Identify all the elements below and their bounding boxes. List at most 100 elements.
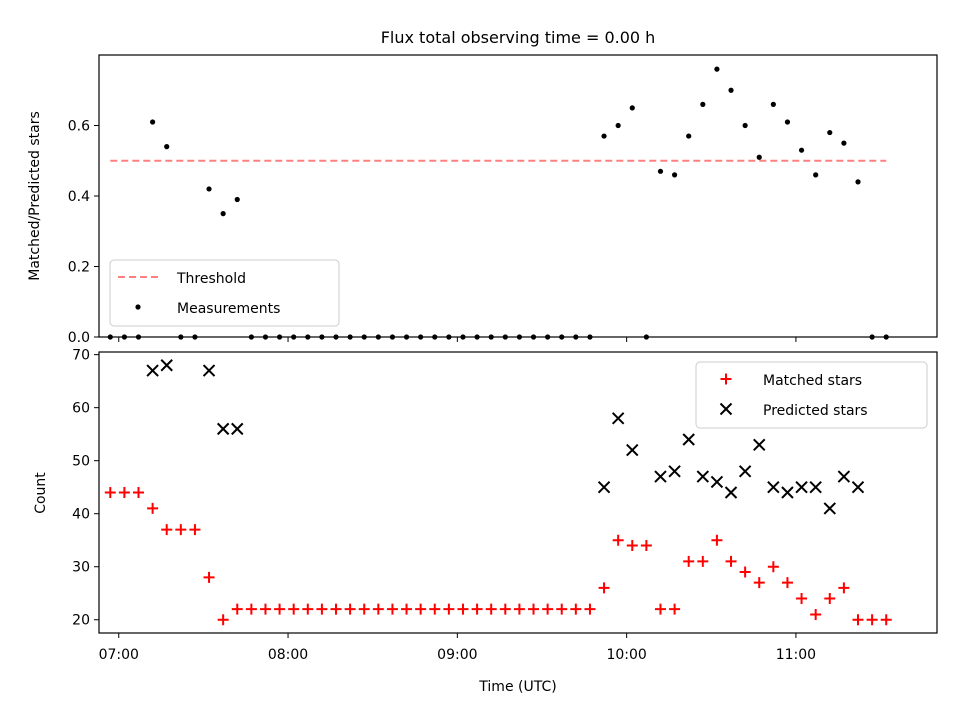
measurement-point bbox=[657, 168, 664, 174]
matched-star-point bbox=[189, 524, 201, 536]
predicted-star-point bbox=[654, 470, 667, 483]
measurement-point bbox=[164, 144, 170, 150]
measurement-point bbox=[700, 101, 706, 107]
legend-threshold-label: Threshold bbox=[176, 271, 246, 287]
measurement-point bbox=[742, 122, 748, 129]
matched-star-point bbox=[739, 566, 751, 578]
matched-star-point bbox=[161, 524, 173, 536]
matched-star-point bbox=[344, 603, 356, 615]
matched-star-point bbox=[781, 577, 793, 589]
matched-star-point bbox=[852, 614, 864, 626]
bottom-y-tick-label: 40 bbox=[72, 507, 90, 523]
matched-star-point bbox=[330, 603, 342, 615]
legend-predicted-swatch bbox=[719, 402, 733, 416]
bottom-x-tick-label: 08:00 bbox=[268, 647, 308, 663]
matched-star-point bbox=[485, 603, 497, 615]
matched-star-point bbox=[711, 534, 723, 546]
predicted-star-point bbox=[767, 480, 780, 494]
predicted-star-point bbox=[597, 480, 611, 494]
bottom-y-axis-label: Count bbox=[33, 472, 49, 514]
predicted-star-point bbox=[710, 475, 724, 489]
predicted-star-point bbox=[781, 486, 794, 499]
matched-star-point bbox=[471, 603, 483, 615]
matched-stars-points bbox=[104, 487, 892, 626]
matched-star-point bbox=[274, 603, 286, 615]
top-y-tick-label: 0.2 bbox=[68, 260, 90, 276]
bottom-x-tick-label: 09:00 bbox=[437, 647, 477, 663]
matched-star-point bbox=[753, 577, 765, 589]
matched-star-point bbox=[203, 571, 215, 583]
matched-star-point bbox=[175, 524, 187, 536]
matched-star-point bbox=[231, 603, 243, 615]
matched-star-point bbox=[838, 582, 850, 594]
matched-star-point bbox=[767, 561, 779, 573]
matched-star-point bbox=[415, 603, 427, 615]
bottom-x-ticks: 07:00 08:00 09:00 10:00 11:00 bbox=[99, 633, 816, 663]
predicted-star-point bbox=[809, 480, 822, 494]
measurement-point bbox=[686, 133, 692, 139]
measurement-point bbox=[234, 196, 240, 203]
measurement-point bbox=[756, 154, 762, 160]
predicted-star-point bbox=[682, 433, 695, 446]
measurement-point bbox=[671, 172, 678, 178]
matched-star-point bbox=[612, 534, 624, 546]
matched-star-point bbox=[810, 608, 822, 620]
matched-star-point bbox=[669, 603, 681, 615]
top-y-tick-label: 0.0 bbox=[68, 330, 90, 346]
predicted-star-point bbox=[738, 465, 752, 478]
top-y-ticks: 0.0 0.2 0.4 0.6 bbox=[68, 119, 99, 346]
legend-matched-marker bbox=[720, 373, 732, 385]
measurement-point bbox=[798, 147, 805, 153]
matched-star-point bbox=[217, 614, 229, 626]
bottom-y-ticks: 20 30 40 50 60 70 bbox=[72, 348, 99, 629]
bottom-y-tick-label: 70 bbox=[72, 348, 90, 364]
matched-star-point bbox=[584, 603, 596, 615]
measurement-point bbox=[770, 101, 776, 107]
predicted-star-point bbox=[795, 480, 808, 494]
predicted-star-point bbox=[202, 364, 216, 377]
measurement-point bbox=[714, 66, 720, 72]
bottom-legend: Matched stars Predicted stars bbox=[695, 361, 928, 429]
matched-star-point bbox=[133, 487, 145, 498]
legend-matched-label: Matched stars bbox=[763, 373, 862, 389]
top-panel: 0.0 0.2 0.4 0.6 Matched/Predicted stars Thr… bbox=[27, 54, 938, 346]
predicted-star-point bbox=[668, 465, 681, 478]
matched-star-point bbox=[429, 603, 441, 615]
matched-star-point bbox=[457, 603, 469, 615]
top-y-tick-label: 0.6 bbox=[68, 119, 90, 135]
measurement-point bbox=[813, 172, 819, 178]
x-axis-label: Time (UTC) bbox=[478, 679, 556, 695]
predicted-star-point bbox=[696, 470, 710, 483]
matched-star-point bbox=[245, 603, 257, 615]
legend-matched-swatch bbox=[720, 373, 732, 385]
measurement-point bbox=[827, 129, 833, 136]
matched-star-point bbox=[880, 614, 892, 626]
matched-star-point bbox=[104, 487, 116, 498]
matched-star-point bbox=[443, 603, 455, 615]
matched-star-point bbox=[598, 582, 610, 594]
top-x-ticks bbox=[118, 337, 797, 342]
measurement-point bbox=[601, 133, 607, 139]
bottom-panel: 20 30 40 50 60 70 07:00 08:00 09:00 10:00 11:00 C… bbox=[33, 348, 938, 695]
matched-star-point bbox=[866, 614, 878, 626]
measurement-point bbox=[206, 186, 212, 192]
matched-star-point bbox=[640, 540, 652, 552]
measurement-point bbox=[220, 211, 226, 217]
matched-star-point bbox=[302, 603, 314, 615]
matched-star-point bbox=[725, 555, 737, 567]
matched-star-point bbox=[556, 603, 568, 615]
matched-star-point bbox=[386, 603, 398, 615]
measurement-point bbox=[150, 119, 156, 125]
bottom-y-tick-label: 60 bbox=[72, 401, 90, 417]
predicted-star-point bbox=[146, 364, 159, 377]
matched-star-point bbox=[288, 603, 300, 615]
measurement-point bbox=[629, 105, 635, 111]
measurement-point bbox=[615, 122, 621, 129]
bottom-y-tick-label: 20 bbox=[72, 613, 90, 629]
predicted-star-point bbox=[231, 422, 244, 436]
matched-star-point bbox=[528, 603, 540, 615]
bottom-y-tick-label: 30 bbox=[72, 560, 90, 576]
matched-star-point bbox=[401, 603, 413, 615]
measurement-point bbox=[784, 119, 791, 125]
